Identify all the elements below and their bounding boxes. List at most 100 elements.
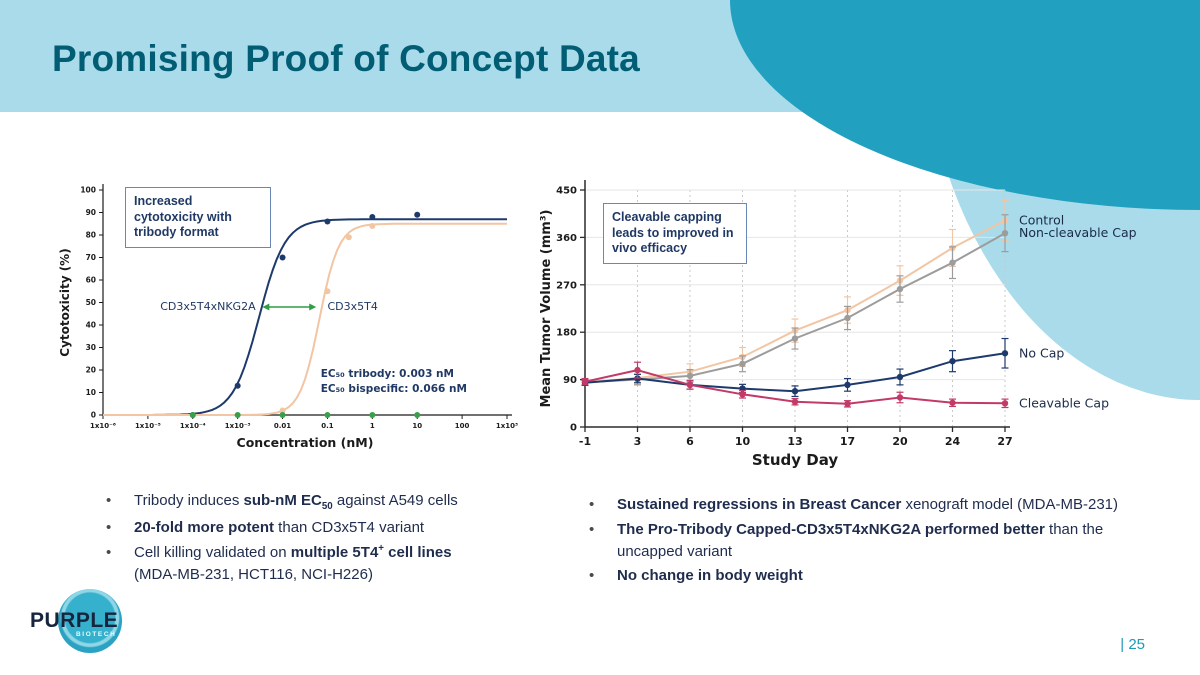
y-tick-label: 30 [86,343,96,352]
data-point [189,412,196,418]
x-tick-label: 10 [412,422,422,430]
data-point [949,399,956,406]
y-tick-label: 50 [86,298,96,307]
data-point [739,391,746,398]
data-point [345,234,352,241]
bullet-text: 20-fold more potent than CD3x5T4 variant [134,517,535,539]
cytotoxicity-panel: 0 10 20 30 40 50 60 70 80 90 100 1x10⁻⁶ 1x10⁻⁵ 1x10⁻⁴… [55,165,535,485]
bullet-segment: Sustained regressions in Breast Cancer [617,496,902,513]
data-point [844,400,851,408]
series-end-label: Control [1019,213,1064,228]
bullet-text: Cell killing validated on multiple 5T4+ … [134,542,535,586]
ec50-annotation: EC₅₀ bispecific: 0.066 nM [321,383,467,395]
bullet-text: No change in body weight [617,565,1148,587]
y-tick-label: 100 [80,186,96,195]
y-tick-label: 180 [556,328,577,339]
x-tick-label: 1x10⁻⁴ [180,422,206,430]
y-tick-label: 60 [86,276,96,285]
bullet-item: • Sustained regressions in Breast Cancer … [583,494,1148,516]
x-tick-label: 1x10³ [496,422,518,430]
x-tick-label: 13 [787,435,802,448]
y-tick-label: 450 [556,186,577,197]
bullet-item: • No change in body weight [583,565,1148,587]
bullet-marker: • [106,492,112,509]
bullet-text: The Pro-Tribody Capped-CD3x5T4xNKG2A per… [617,519,1148,563]
bullet-segment: sub-nM EC [243,492,322,509]
data-point [686,381,694,389]
data-point [369,214,376,220]
bullet-text: Tribody induces sub-nM EC50 against A549… [134,490,535,514]
curve-label: CD3x5T4 [327,300,377,313]
right-bullet-list: • Sustained regressions in Breast Cancer … [583,494,1148,590]
x-tick-label: 0.1 [321,422,334,430]
bullet-segment: xenograft model (MDA-MB-231) [901,496,1119,513]
y-tick-label: 10 [86,388,96,397]
bullet-marker: • [106,543,112,561]
x-tick-label: 10 [735,435,751,448]
series-end-label: No Cap [1019,345,1064,360]
x-tick-label: 0.01 [274,422,291,430]
arrowhead-left-icon [262,303,270,311]
data-point [949,357,956,365]
data-point [414,412,421,418]
dose-curve [103,222,507,416]
logo-wordmark: PURPLE [30,609,119,632]
data-point [581,378,589,385]
bullet-segment: than CD3x5T4 variant [274,519,425,537]
x-tick-label: 24 [945,435,961,448]
callout-cleavable-capping: Cleavable capping leads to improved in v… [603,203,747,264]
data-point [949,259,956,266]
page-number: | 25 [1120,636,1145,653]
callout-increased-cytotoxicity: Increased cytotoxicity with tribody form… [125,187,271,248]
x-axis-title: Concentration (nM) [237,435,374,450]
y-axis-title: Mean Tumor Volume (mm³) [539,210,554,408]
logo-circle-icon [58,589,122,653]
bullet-item: • Tribody induces sub-nM EC50 against A54… [100,490,535,514]
data-point [1001,229,1009,237]
purple-biotech-logo: PURPLE BIOTECH [30,587,160,667]
y-axis-title: Cytotoxicity (%) [58,248,72,356]
data-point [414,211,421,218]
bullet-segment: (MDA-MB-231, HCT116, NCI-H226) [134,565,373,583]
data-point [369,223,376,229]
bullet-segment: The Pro-Tribody Capped-CD3x5T4xNKG2A per… [617,520,1045,538]
x-tick-label: 20 [892,435,908,448]
x-tick-label: 1x10⁻⁵ [135,422,161,430]
x-tick-label: 1 [370,422,375,430]
tumor-volume-chart: 0 90 180 270 360 450 -1 3 6 10 13 17 20 24 27 Study Day… [539,180,1137,469]
x-tick-label: 27 [997,435,1012,448]
bullet-segment: against A549 cells [332,492,458,509]
data-point [686,372,694,380]
x-tick-label: -1 [579,435,591,448]
y-tick-label: 360 [556,233,577,244]
data-point [279,254,286,261]
data-point [324,412,331,418]
bullet-segment: cell lines [384,543,452,561]
x-tick-label: 1x10⁻³ [225,422,251,430]
y-tick-label: 0 [570,423,577,434]
data-point [634,366,641,374]
x-tick-label: 100 [455,422,470,430]
data-point [739,360,746,367]
ec50-annotation: EC₅₀ tribody: 0.003 nM [321,368,454,380]
data-point [234,382,241,389]
y-tick-label: 20 [86,366,96,375]
bullet-item: • 20-fold more potent than CD3x5T4 varian… [100,517,535,539]
data-point [324,218,331,225]
bullet-segment: Tribody induces [134,492,244,509]
y-tick-label: 0 [91,411,96,420]
bullet-marker: • [589,520,595,538]
bullet-segment: Cell killing validated on [134,543,291,561]
data-point [844,314,851,322]
bullet-segment: 20-fold more potent [134,519,275,537]
data-point [791,387,799,395]
series-end-label: Cleavable Cap [1019,395,1109,410]
bullet-segment: than the uncapped variant [617,520,1104,560]
left-bullet-list: • Tribody induces sub-nM EC50 against A54… [100,490,535,588]
x-tick-label: 17 [840,435,855,448]
data-point [896,394,904,401]
data-point [791,335,799,342]
bullet-marker: • [106,519,112,537]
y-tick-label: 70 [86,253,96,262]
